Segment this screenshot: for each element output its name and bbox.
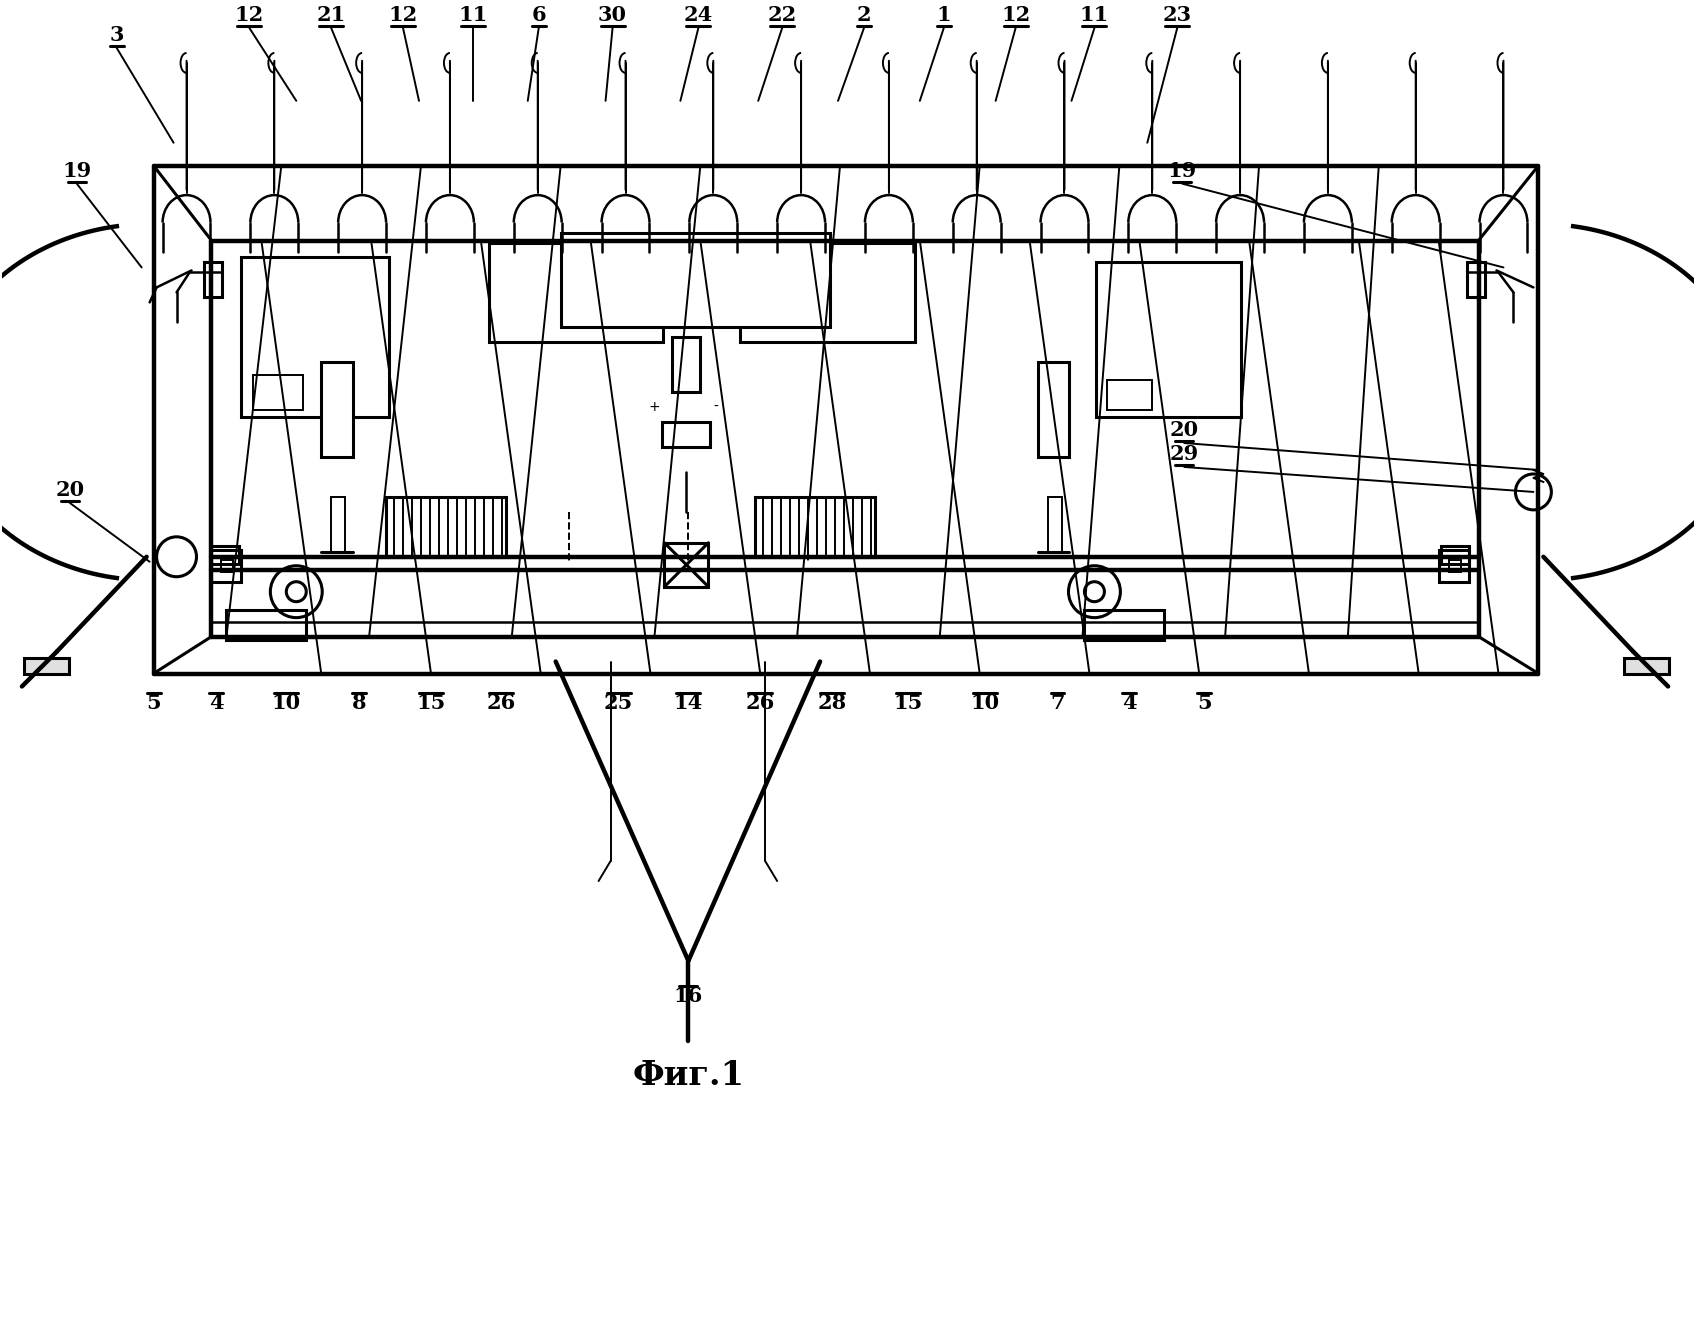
Text: 15: 15: [894, 693, 923, 713]
Bar: [331, 496, 346, 552]
Bar: [24, 657, 70, 673]
Text: 26: 26: [746, 693, 775, 713]
Bar: [321, 362, 353, 457]
Text: +: +: [648, 400, 660, 414]
Text: 21: 21: [317, 5, 346, 25]
Text: 6: 6: [531, 5, 546, 25]
Text: Фиг.1: Фиг.1: [633, 1059, 745, 1092]
Bar: [1440, 545, 1469, 564]
Bar: [1448, 560, 1460, 572]
Text: 5: 5: [146, 693, 161, 713]
Text: 5: 5: [1197, 693, 1211, 713]
Bar: [1048, 496, 1062, 552]
Bar: [561, 232, 829, 327]
Text: 14: 14: [673, 693, 704, 713]
Text: 2: 2: [856, 5, 872, 25]
Bar: [1438, 550, 1469, 582]
Bar: [241, 257, 388, 417]
Text: 20: 20: [56, 480, 85, 500]
Text: 8: 8: [351, 693, 366, 713]
Text: 16: 16: [673, 986, 704, 1006]
Text: 12: 12: [1001, 5, 1029, 25]
Text: 12: 12: [388, 5, 417, 25]
Text: 23: 23: [1163, 5, 1192, 25]
Text: 19: 19: [1167, 161, 1197, 181]
Text: 26: 26: [487, 693, 516, 713]
Text: 15: 15: [416, 693, 446, 713]
Bar: [1038, 362, 1070, 457]
Text: 11: 11: [1080, 5, 1109, 25]
Text: 1: 1: [936, 5, 951, 25]
Text: 28: 28: [817, 693, 846, 713]
Bar: [739, 243, 914, 342]
Bar: [205, 263, 222, 297]
Text: 12: 12: [234, 5, 265, 25]
Bar: [665, 543, 709, 586]
Bar: [387, 496, 505, 557]
Bar: [755, 496, 875, 557]
Bar: [1096, 263, 1241, 417]
Text: 11: 11: [458, 5, 487, 25]
Text: 22: 22: [768, 5, 797, 25]
Bar: [672, 338, 700, 392]
Text: 7: 7: [1050, 693, 1065, 713]
Text: 3: 3: [110, 25, 124, 45]
Text: 10: 10: [271, 693, 300, 713]
Text: 4: 4: [1123, 693, 1136, 713]
Bar: [212, 545, 239, 564]
Bar: [1107, 380, 1152, 411]
Text: 4: 4: [209, 693, 224, 713]
Bar: [488, 243, 663, 342]
Text: 10: 10: [970, 693, 999, 713]
Text: 20: 20: [1170, 420, 1199, 440]
Bar: [663, 422, 711, 447]
Text: 24: 24: [683, 5, 712, 25]
Bar: [212, 550, 241, 582]
Bar: [1625, 657, 1669, 673]
Text: -: -: [714, 400, 719, 414]
Text: 29: 29: [1170, 444, 1199, 465]
Bar: [1084, 610, 1163, 640]
Text: 30: 30: [599, 5, 628, 25]
Bar: [1467, 263, 1484, 297]
Text: 19: 19: [63, 161, 92, 181]
Bar: [227, 610, 307, 640]
Bar: [253, 375, 304, 411]
Text: 25: 25: [604, 693, 633, 713]
Bar: [222, 560, 234, 572]
